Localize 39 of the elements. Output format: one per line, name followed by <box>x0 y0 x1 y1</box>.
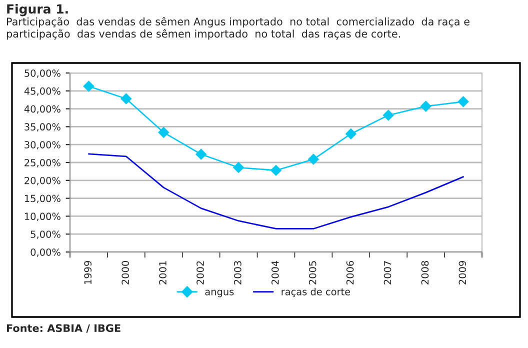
x-tick-label: 2000 <box>122 260 130 284</box>
y-tick-label: 45,00% <box>24 87 60 96</box>
point <box>420 100 432 112</box>
y-tick-label: 50,00% <box>24 69 60 78</box>
chart-subtitle: Participação das vendas de sêmen Angus importado no total comercializado da raça e participação das vendas de sêmen importado no total das raças de corte. <box>6 17 470 40</box>
point <box>233 162 244 173</box>
x-tick-label: 2008 <box>421 261 429 284</box>
y-tick-label: 25,00% <box>24 158 60 168</box>
y-tick-label: 15,00% <box>24 194 60 204</box>
line-series <box>88 153 464 230</box>
point <box>382 110 394 121</box>
point <box>345 128 356 140</box>
point <box>158 127 170 138</box>
y-tick-label: 30,00% <box>24 141 60 150</box>
y-tick-label: 40,00% <box>24 105 60 114</box>
source-note: Fonte: ASBIA / IBGE <box>6 324 120 333</box>
x-tick-label: 2001 <box>159 261 166 284</box>
point <box>196 148 207 160</box>
legend-label: angus <box>205 290 234 298</box>
point <box>83 80 94 92</box>
x-tick-label: 2002 <box>196 261 204 284</box>
x-tick-label: 2004 <box>271 260 279 284</box>
x-tick-label: 2007 <box>384 261 392 284</box>
x-tick-label: 2009 <box>458 261 466 284</box>
point <box>120 93 132 104</box>
y-tick-label: 20,00% <box>24 176 60 186</box>
legend-label: raças de corte <box>282 288 350 298</box>
y-tick-label: 5,00% <box>30 230 60 239</box>
point <box>308 154 319 165</box>
x-tick-label: 2005 <box>308 261 316 284</box>
point <box>458 96 469 108</box>
x-tick-label: 2003 <box>234 261 242 284</box>
y-tick-label: 0,00% <box>30 248 60 257</box>
point <box>270 164 282 176</box>
chart-title: Figura 1. <box>7 4 68 16</box>
x-tick-label: 2006 <box>346 260 354 284</box>
y-tick-label: 10,00% <box>24 212 60 222</box>
y-tick-label: 35,00% <box>24 123 60 132</box>
x-tick-label: 1999 <box>84 261 92 284</box>
